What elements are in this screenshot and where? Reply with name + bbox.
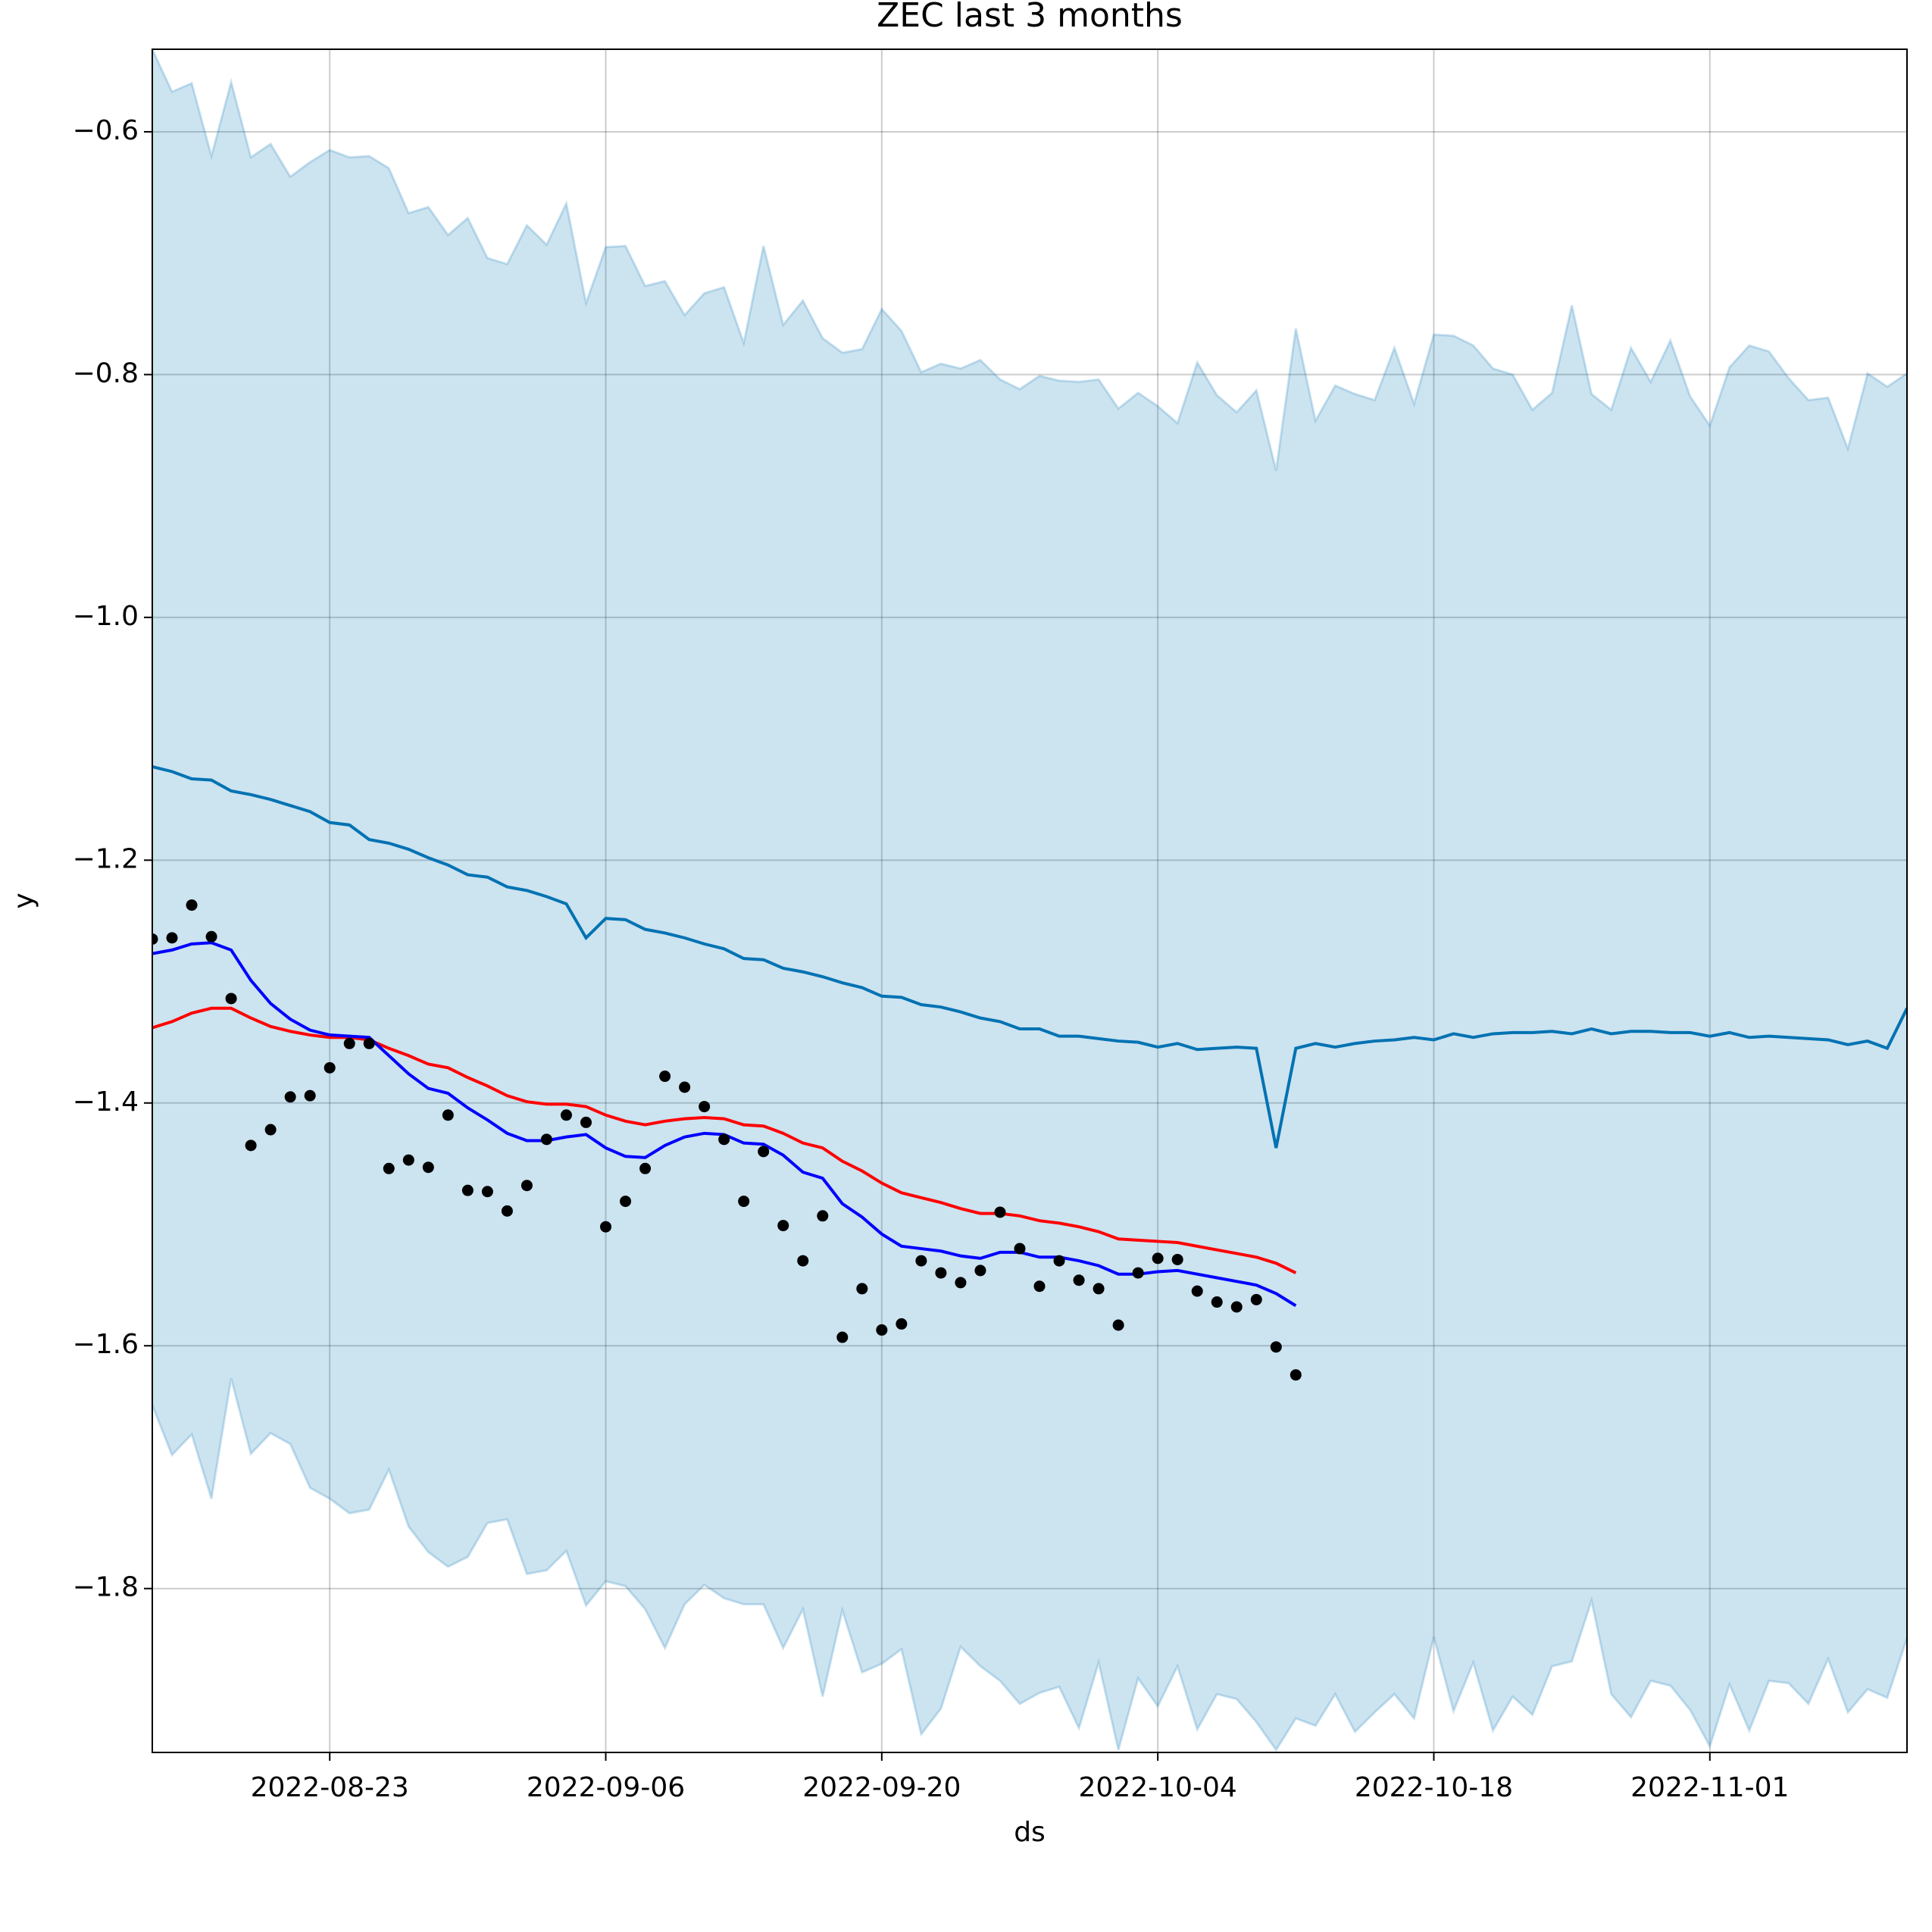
data-point — [1230, 1301, 1243, 1313]
data-point — [974, 1265, 986, 1277]
data-point — [955, 1277, 967, 1289]
data-point — [718, 1133, 730, 1146]
data-point — [1211, 1296, 1223, 1308]
data-point — [383, 1162, 395, 1174]
data-point — [363, 1037, 375, 1049]
data-point — [1152, 1252, 1164, 1265]
y-tick-label: −1.6 — [73, 1329, 139, 1360]
data-point — [699, 1101, 711, 1113]
data-point — [402, 1154, 414, 1166]
y-tick-label: −1.0 — [73, 601, 139, 632]
data-point — [560, 1109, 572, 1121]
data-point — [324, 1061, 336, 1074]
data-point — [521, 1180, 533, 1192]
x-axis-label: ds — [1014, 1817, 1046, 1848]
data-point — [738, 1196, 750, 1208]
data-point — [442, 1109, 454, 1121]
data-point — [1290, 1369, 1302, 1381]
x-tick-label: 2022-10-04 — [1079, 1772, 1237, 1803]
plot-frame — [152, 48, 1908, 1753]
y-tick-label: −1.4 — [73, 1086, 139, 1118]
data-point — [166, 932, 178, 944]
data-point — [580, 1116, 592, 1128]
data-point — [896, 1318, 908, 1330]
data-point — [856, 1283, 868, 1295]
data-point — [422, 1161, 434, 1174]
x-tick-label: 2022-09-06 — [527, 1772, 685, 1803]
uncertainty-band — [152, 49, 1907, 1750]
data-point — [915, 1255, 927, 1267]
data-point — [264, 1124, 277, 1136]
data-point — [1112, 1319, 1124, 1331]
data-point — [284, 1091, 296, 1103]
chart-title: ZEC last 3 months — [877, 0, 1183, 35]
data-point — [304, 1089, 316, 1102]
y-axis-label: y — [8, 893, 39, 908]
data-point — [777, 1220, 789, 1232]
data-point — [245, 1140, 257, 1152]
y-tick-label: −0.6 — [73, 115, 139, 146]
y-tick-label: −1.8 — [73, 1572, 139, 1603]
data-point — [639, 1162, 652, 1174]
data-point — [1014, 1243, 1026, 1255]
data-point — [620, 1196, 632, 1208]
data-point — [1093, 1283, 1105, 1295]
data-point — [876, 1324, 888, 1336]
data-point — [540, 1133, 552, 1146]
data-point — [679, 1081, 691, 1093]
data-point — [994, 1206, 1006, 1218]
data-point — [836, 1331, 849, 1343]
data-point — [205, 930, 217, 943]
data-point — [152, 933, 158, 945]
data-point — [225, 993, 237, 1005]
data-point — [461, 1184, 474, 1196]
data-point — [501, 1205, 513, 1217]
data-point — [1033, 1280, 1046, 1293]
data-point — [1132, 1267, 1144, 1279]
data-point — [817, 1210, 829, 1222]
y-tick-label: −1.2 — [73, 843, 139, 874]
data-point — [600, 1221, 612, 1233]
band-edge — [152, 49, 1907, 471]
band-edge — [152, 1378, 1907, 1752]
series-line — [152, 765, 1907, 1149]
data-point — [481, 1186, 493, 1198]
x-tick-label: 2022-09-20 — [802, 1772, 961, 1803]
data-point — [935, 1267, 947, 1279]
data-point — [1191, 1285, 1203, 1297]
data-point — [659, 1071, 671, 1083]
data-point — [1250, 1293, 1262, 1305]
x-tick-label: 2022-11-01 — [1630, 1772, 1789, 1803]
data-point — [1073, 1274, 1085, 1286]
series-line — [152, 1006, 1297, 1274]
data-point — [1171, 1253, 1183, 1265]
data-point — [1053, 1255, 1065, 1267]
x-tick-label: 2022-10-18 — [1355, 1772, 1513, 1803]
data-point — [797, 1255, 809, 1267]
data-point — [1270, 1341, 1282, 1353]
data-point — [343, 1037, 355, 1049]
data-point — [758, 1146, 770, 1158]
data-point — [186, 899, 198, 911]
y-tick-label: −0.8 — [73, 358, 139, 389]
x-tick-label: 2022-08-23 — [251, 1772, 409, 1803]
